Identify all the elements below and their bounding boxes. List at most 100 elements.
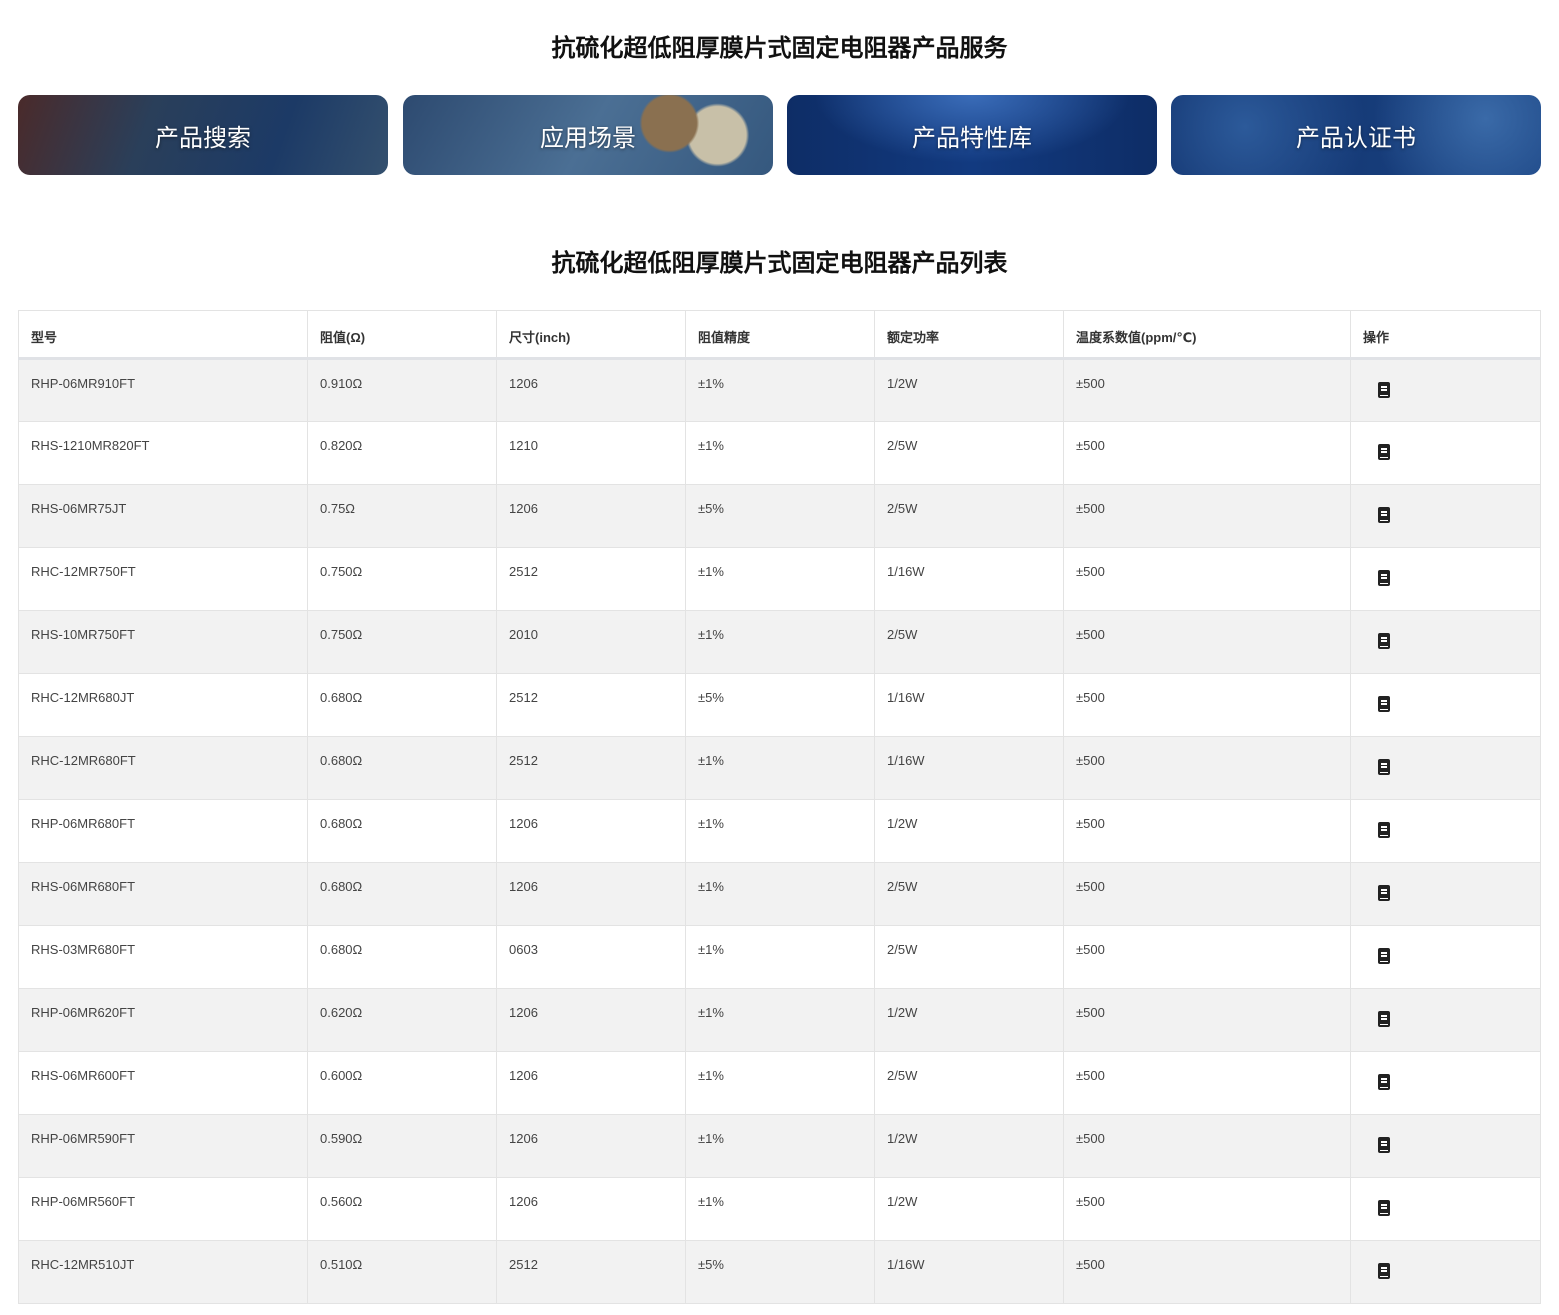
document-icon[interactable] <box>1378 570 1390 586</box>
table-cell: 1206 <box>496 1051 686 1115</box>
document-icon[interactable] <box>1378 822 1390 838</box>
table-cell: 0.620Ω <box>307 988 497 1052</box>
table-row: RHS-06MR600FT 0.600Ω 1206 ±1% 2/5W ±500 <box>18 1051 1541 1115</box>
document-icon[interactable] <box>1378 507 1390 523</box>
banner-characteristics[interactable]: 产品特性库 <box>787 95 1157 175</box>
action-cell <box>1350 736 1541 800</box>
table-cell: ±500 <box>1063 484 1351 548</box>
table-cell: 2/5W <box>874 862 1064 926</box>
action-cell <box>1350 484 1541 548</box>
table-row: RHS-06MR75JT 0.75Ω 1206 ±5% 2/5W ±500 <box>18 484 1541 548</box>
table-cell: RHS-10MR750FT <box>18 610 308 674</box>
table-cell: 2/5W <box>874 421 1064 485</box>
action-cell <box>1350 988 1541 1052</box>
table-cell: 2/5W <box>874 1051 1064 1115</box>
table-cell: 1206 <box>496 358 686 422</box>
services-title: 抗硫化超低阻厚膜片式固定电阻器产品服务 <box>551 35 1008 62</box>
action-cell <box>1350 862 1541 926</box>
column-header: 型号 <box>18 310 308 360</box>
table-cell: ±1% <box>685 862 875 926</box>
banner-label: 产品搜索 <box>155 124 251 152</box>
document-icon[interactable] <box>1378 948 1390 964</box>
table-cell: 2512 <box>496 547 686 611</box>
table-cell: 0.600Ω <box>307 1051 497 1115</box>
table-cell: ±1% <box>685 421 875 485</box>
document-icon[interactable] <box>1378 1200 1390 1216</box>
table-row: RHS-10MR750FT 0.750Ω 2010 ±1% 2/5W ±500 <box>18 610 1541 674</box>
table-cell: 0.560Ω <box>307 1177 497 1241</box>
table-cell: 1206 <box>496 862 686 926</box>
action-cell <box>1350 610 1541 674</box>
table-row: RHP-06MR910FT 0.910Ω 1206 ±1% 1/2W ±500 <box>18 358 1541 422</box>
banner-applications[interactable]: 应用场景 <box>403 95 773 175</box>
table-row: RHS-03MR680FT 0.680Ω 0603 ±1% 2/5W ±500 <box>18 925 1541 989</box>
banner-product-search[interactable]: 产品搜索 <box>18 95 388 175</box>
column-header: 阻值精度 <box>685 310 875 360</box>
table-cell: ±500 <box>1063 610 1351 674</box>
table-cell: RHP-06MR910FT <box>18 358 308 422</box>
document-icon[interactable] <box>1378 696 1390 712</box>
table-cell: RHS-06MR680FT <box>18 862 308 926</box>
action-cell <box>1350 358 1541 422</box>
table-cell: 2/5W <box>874 610 1064 674</box>
banner-label: 产品认证书 <box>1296 124 1416 152</box>
table-cell: ±1% <box>685 799 875 863</box>
table-row: RHP-06MR590FT 0.590Ω 1206 ±1% 1/2W ±500 <box>18 1114 1541 1178</box>
table-cell: ±500 <box>1063 988 1351 1052</box>
table-row: RHS-1210MR820FT 0.820Ω 1210 ±1% 2/5W ±500 <box>18 421 1541 485</box>
table-cell: 0.510Ω <box>307 1240 497 1304</box>
table-cell: 1/16W <box>874 736 1064 800</box>
document-icon[interactable] <box>1378 444 1390 460</box>
action-cell <box>1350 1051 1541 1115</box>
table-cell: RHS-1210MR820FT <box>18 421 308 485</box>
table-cell: 0.910Ω <box>307 358 497 422</box>
product-table: 型号 阻值(Ω) 尺寸(inch) 阻值精度 额定功率 温度系数值(ppm/℃) 操作 RH… <box>18 310 1541 1304</box>
document-icon[interactable] <box>1378 1263 1390 1279</box>
table-cell: ±1% <box>685 925 875 989</box>
action-cell <box>1350 547 1541 611</box>
table-cell: RHC-12MR750FT <box>18 547 308 611</box>
table-cell: ±1% <box>685 547 875 611</box>
table-cell: RHP-06MR620FT <box>18 988 308 1052</box>
table-cell: ±500 <box>1063 421 1351 485</box>
table-cell: ±500 <box>1063 547 1351 611</box>
banner-label: 应用场景 <box>540 124 636 152</box>
document-icon[interactable] <box>1378 1074 1390 1090</box>
action-cell <box>1350 673 1541 737</box>
table-cell: 0.680Ω <box>307 736 497 800</box>
table-cell: RHC-12MR510JT <box>18 1240 308 1304</box>
document-icon[interactable] <box>1378 885 1390 901</box>
table-cell: ±1% <box>685 988 875 1052</box>
document-icon[interactable] <box>1378 382 1390 398</box>
table-cell: 2010 <box>496 610 686 674</box>
table-cell: 0.75Ω <box>307 484 497 548</box>
table-cell: 1/16W <box>874 547 1064 611</box>
table-cell: RHS-06MR75JT <box>18 484 308 548</box>
document-icon[interactable] <box>1378 1011 1390 1027</box>
table-cell: RHP-06MR590FT <box>18 1114 308 1178</box>
table-cell: 2512 <box>496 736 686 800</box>
document-icon[interactable] <box>1378 633 1390 649</box>
action-cell <box>1350 1114 1541 1178</box>
column-header: 温度系数值(ppm/℃) <box>1063 310 1351 360</box>
banner-certificates[interactable]: 产品认证书 <box>1171 95 1541 175</box>
table-cell: 0.680Ω <box>307 862 497 926</box>
column-header: 额定功率 <box>874 310 1064 360</box>
table-cell: 1206 <box>496 1114 686 1178</box>
table-cell: 1206 <box>496 799 686 863</box>
table-cell: 1/2W <box>874 1177 1064 1241</box>
table-cell: 1/2W <box>874 988 1064 1052</box>
column-header: 尺寸(inch) <box>496 310 686 360</box>
table-cell: ±500 <box>1063 862 1351 926</box>
table-cell: 0.680Ω <box>307 799 497 863</box>
column-header: 阻值(Ω) <box>307 310 497 360</box>
action-cell <box>1350 1240 1541 1304</box>
document-icon[interactable] <box>1378 1137 1390 1153</box>
table-cell: 0.750Ω <box>307 547 497 611</box>
table-row: RHC-12MR750FT 0.750Ω 2512 ±1% 1/16W ±500 <box>18 547 1541 611</box>
action-cell <box>1350 421 1541 485</box>
document-icon[interactable] <box>1378 759 1390 775</box>
table-cell: 0.680Ω <box>307 673 497 737</box>
table-row: RHC-12MR680FT 0.680Ω 2512 ±1% 1/16W ±500 <box>18 736 1541 800</box>
table-cell: ±1% <box>685 358 875 422</box>
